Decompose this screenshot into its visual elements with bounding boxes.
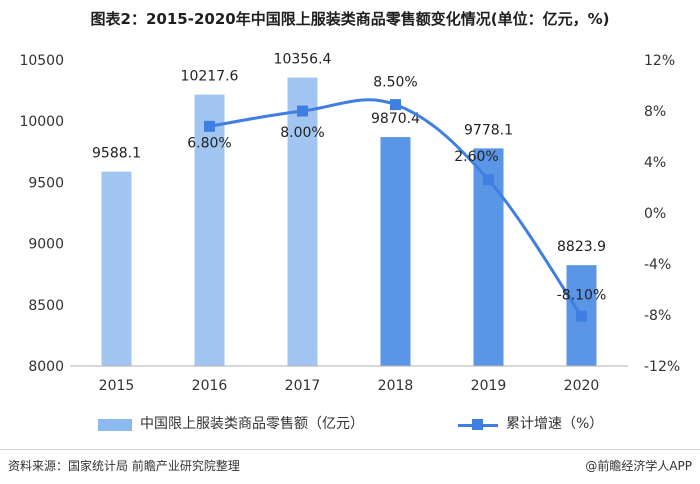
growth-value-label: 6.80% <box>187 135 231 151</box>
bar <box>194 94 225 366</box>
legend-bar-swatch <box>98 419 132 431</box>
growth-point <box>483 174 494 186</box>
bar-value-label: 10356.4 <box>274 52 332 68</box>
y-right-tick-label: -8% <box>644 308 671 324</box>
growth-value-label: -8.10% <box>557 287 607 303</box>
growth-line <box>209 98 583 318</box>
legend-bar-label: 中国限上服装类商品零售额（亿元） <box>140 416 364 432</box>
y-right-tick-label: 0% <box>644 206 666 222</box>
y-left-tick-label: 10500 <box>19 53 64 69</box>
y-left-tick-label: 9000 <box>28 237 64 253</box>
y-right-tick-label: 8% <box>644 104 666 120</box>
chart-title: 图表2：2015-2020年中国限上服装类商品零售额变化情况(单位：亿元，%) <box>90 10 610 28</box>
bar <box>101 171 132 366</box>
bar-value-label: 9588.1 <box>92 146 141 162</box>
growth-value-label: 8.00% <box>280 125 324 141</box>
x-tick-label: 2015 <box>99 378 135 394</box>
x-tick-label: 2019 <box>471 378 507 394</box>
y-left-tick-label: 8500 <box>28 298 64 314</box>
bar-value-label: 9870.4 <box>371 111 420 127</box>
x-tick-label: 2018 <box>378 378 414 394</box>
brand-credit: @前瞻经济学人APP <box>585 459 692 473</box>
growth-point <box>576 310 587 322</box>
legend-line-label: 累计增速（%） <box>506 416 604 432</box>
x-tick-label: 2017 <box>285 378 321 394</box>
footer-divider <box>0 449 700 450</box>
growth-value-label: 8.50% <box>373 75 417 91</box>
x-tick-label: 2020 <box>564 378 600 394</box>
bar-value-label: 9778.1 <box>464 122 513 138</box>
x-tick-label: 2016 <box>192 378 228 394</box>
y-right-tick-label: -12% <box>644 359 680 375</box>
growth-value-label: 2.60% <box>454 149 498 165</box>
y-right-tick-label: -4% <box>644 257 671 273</box>
source-note: 资料来源：国家统计局 前瞻产业研究院整理 <box>8 459 240 473</box>
growth-point <box>390 99 401 111</box>
growth-point <box>297 105 308 117</box>
bar-value-label: 10217.6 <box>181 69 239 85</box>
y-left-tick-label: 9500 <box>28 175 64 191</box>
legend-line-marker <box>472 419 483 430</box>
y-right-tick-label: 12% <box>644 53 675 69</box>
bar <box>380 137 411 366</box>
y-left-tick-label: 10000 <box>19 114 64 130</box>
bar <box>287 77 318 367</box>
y-right-tick-label: 4% <box>644 155 666 171</box>
growth-point <box>204 120 215 132</box>
y-left-tick-label: 8000 <box>28 359 64 375</box>
bar-value-label: 8823.9 <box>557 239 606 255</box>
